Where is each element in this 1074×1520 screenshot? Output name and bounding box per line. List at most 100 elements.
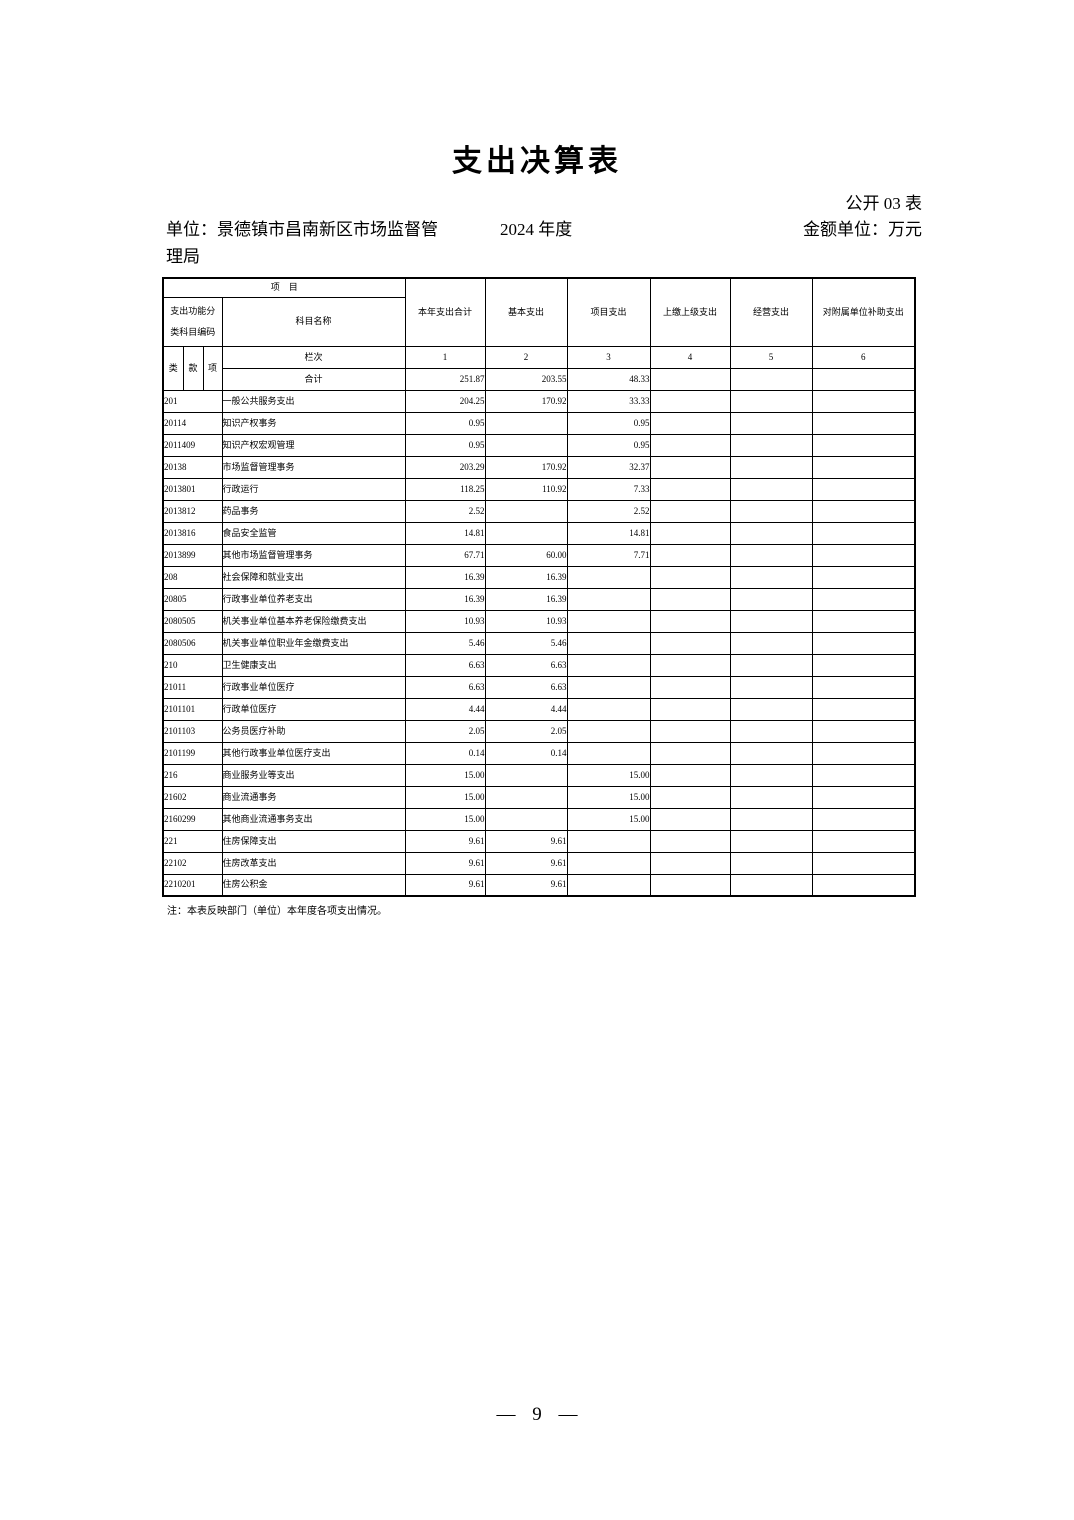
column-number-cell: 5	[729, 345, 813, 369]
section-header-cell: 款	[182, 345, 204, 391]
value-cell	[811, 741, 916, 765]
function-code-cell: 20114	[162, 411, 223, 435]
value-cell	[484, 499, 568, 523]
function-code-header-line1: 支出功能分	[170, 305, 216, 316]
value-cell	[566, 829, 651, 853]
value-cell	[649, 609, 731, 633]
function-code-cell: 20138	[162, 455, 223, 479]
value-cell	[729, 785, 813, 809]
total-value-cell: 203.55	[484, 367, 568, 391]
value-cell: 204.25	[404, 389, 486, 413]
value-cell: 14.81	[404, 521, 486, 545]
value-cell: 33.33	[566, 389, 651, 413]
subject-name-cell: 社会保障和就业支出	[221, 565, 406, 589]
subject-name-cell: 其他市场监督管理事务	[221, 543, 406, 567]
value-cell	[811, 411, 916, 435]
table-row: 2013812 药品事务 2.52 2.52	[162, 499, 916, 523]
table-row: 2101103 公务员医疗补助 2.05 2.05	[162, 719, 916, 743]
value-cell	[729, 763, 813, 787]
column-number-cell: 6	[811, 345, 916, 369]
value-cell: 14.81	[566, 521, 651, 545]
value-cell	[729, 433, 813, 457]
table-row: 216 商业服务业等支出 15.00 15.00	[162, 763, 916, 787]
value-cell: 60.00	[484, 543, 568, 567]
header-row-lanci: 类 款 项 栏次 1 2 3 4 5 6	[162, 345, 916, 391]
value-cell: 15.00	[566, 785, 651, 809]
function-code-cell: 2013801	[162, 477, 223, 501]
subject-name-cell: 商业流通事务	[221, 785, 406, 809]
table-code-label: 公开 03 表	[845, 194, 923, 213]
value-cell	[811, 785, 916, 809]
value-cell	[649, 851, 731, 875]
total-value-cell: 251.87	[404, 367, 486, 391]
subject-name-cell: 行政单位医疗	[221, 697, 406, 721]
project-header-cell: 项 目	[162, 277, 406, 298]
value-cell: 16.39	[484, 587, 568, 611]
value-cell	[811, 543, 916, 567]
value-cell	[484, 411, 568, 435]
subject-name-cell: 住房保障支出	[221, 829, 406, 853]
subject-name-cell: 行政运行	[221, 477, 406, 501]
value-cell	[729, 587, 813, 611]
function-code-header-cell: 支出功能分 类科目编码	[162, 296, 223, 347]
function-code-cell: 208	[162, 565, 223, 589]
value-cell: 15.00	[404, 807, 486, 831]
value-cell	[729, 609, 813, 633]
value-cell	[811, 873, 916, 897]
value-cell	[811, 477, 916, 501]
value-cell	[729, 521, 813, 545]
subject-name-cell: 商业服务业等支出	[221, 763, 406, 787]
value-cell	[566, 631, 651, 655]
table-row: 208 社会保障和就业支出 16.39 16.39	[162, 565, 916, 589]
value-cell	[649, 697, 731, 721]
total-label-cell: 合计	[221, 367, 406, 391]
value-cell	[566, 675, 651, 699]
subject-name-cell: 知识产权事务	[221, 411, 406, 435]
value-cell	[649, 477, 731, 501]
value-cell	[811, 499, 916, 523]
value-cell: 15.00	[566, 763, 651, 787]
value-cell: 67.71	[404, 543, 486, 567]
amount-unit-label: 金额单位：万元	[803, 220, 922, 239]
value-cell: 0.95	[404, 411, 486, 435]
value-cell	[484, 521, 568, 545]
table-row: 2101199 其他行政事业单位医疗支出 0.14 0.14	[162, 741, 916, 765]
page-title: 支出决算表	[452, 145, 622, 178]
value-cell	[566, 851, 651, 875]
col-header-basic-expenditure: 基本支出	[484, 277, 568, 347]
function-code-cell: 2013899	[162, 543, 223, 567]
function-code-cell: 2101199	[162, 741, 223, 765]
value-cell	[649, 587, 731, 611]
subject-name-cell: 行政事业单位医疗	[221, 675, 406, 699]
subject-name-cell: 知识产权宏观管理	[221, 433, 406, 457]
value-cell	[729, 653, 813, 677]
value-cell: 15.00	[404, 763, 486, 787]
value-cell	[649, 499, 731, 523]
value-cell	[566, 609, 651, 633]
value-cell: 2.52	[404, 499, 486, 523]
value-cell	[729, 499, 813, 523]
value-cell	[811, 675, 916, 699]
subject-name-cell: 机关事业单位基本养老保险缴费支出	[221, 609, 406, 633]
function-code-cell: 201	[162, 389, 223, 413]
table-row: 221 住房保障支出 9.61 9.61	[162, 829, 916, 853]
value-cell	[729, 807, 813, 831]
function-code-cell: 2080505	[162, 609, 223, 633]
value-cell	[811, 455, 916, 479]
value-cell: 9.61	[484, 851, 568, 875]
subject-name-cell: 公务员医疗补助	[221, 719, 406, 743]
total-value-cell: 48.33	[566, 367, 651, 391]
expenditure-table: 项 目 本年支出合计 基本支出 项目支出 上缴上级支出 经营支出 对附属单位补助…	[162, 277, 916, 897]
value-cell	[811, 719, 916, 743]
value-cell	[729, 873, 813, 897]
function-code-cell: 2013812	[162, 499, 223, 523]
value-cell	[649, 631, 731, 655]
table-row: 20138 市场监督管理事务 203.29 170.92 32.37	[162, 455, 916, 479]
value-cell	[566, 741, 651, 765]
value-cell	[566, 873, 651, 897]
value-cell: 6.63	[404, 653, 486, 677]
function-code-cell: 221	[162, 829, 223, 853]
value-cell: 4.44	[404, 697, 486, 721]
col-header-operating-expenditure: 经营支出	[729, 277, 813, 347]
